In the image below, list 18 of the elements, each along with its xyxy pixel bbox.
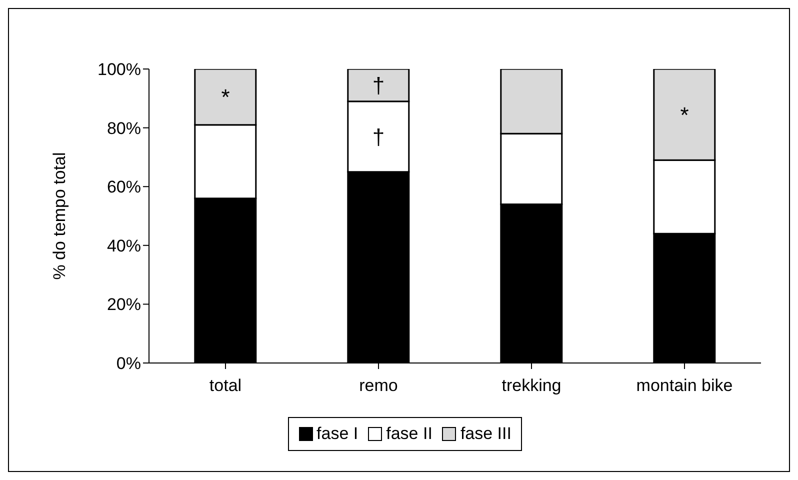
y-tick-label: 0%	[116, 354, 141, 374]
y-axis-title: % do tempo total	[50, 152, 70, 280]
annotation: *	[221, 84, 230, 110]
legend-label: fase III	[460, 424, 512, 444]
y-tick-label: 100%	[98, 60, 141, 80]
annotation: †	[372, 72, 385, 98]
annotation: †	[372, 124, 385, 150]
legend-label: fase II	[386, 424, 432, 444]
x-tick-label: trekking	[502, 376, 562, 396]
y-tick-label: 60%	[106, 178, 141, 197]
x-tick-label: remo	[359, 376, 398, 396]
x-tick-label: montain bike	[636, 376, 733, 396]
annotation: *	[680, 102, 690, 128]
y-tick-label: 80%	[106, 118, 141, 138]
y-tick-label: 20%	[106, 295, 141, 314]
legend-label: fase I	[316, 424, 358, 444]
y-tick-label: 40%	[106, 236, 141, 256]
x-tick-label: total	[209, 376, 242, 396]
